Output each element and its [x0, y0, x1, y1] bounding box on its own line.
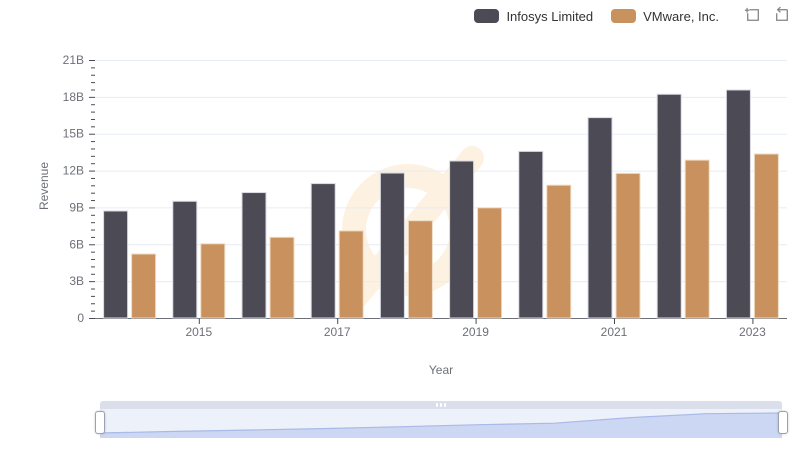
navigator-data-shadow [100, 412, 782, 438]
bar-vmware-2021[interactable] [615, 172, 641, 319]
y-tick-label: 18B [63, 90, 84, 104]
navigator-line [100, 412, 782, 434]
bar-infosys-2017[interactable] [310, 183, 336, 319]
navigator-grip-icon [436, 403, 446, 407]
bar-vmware-2018[interactable] [407, 220, 433, 319]
x-axis: 2015 2017 2019 2021 2023 [95, 318, 787, 339]
x-tick-label: 2019 [462, 325, 489, 339]
bar-infosys-2021[interactable] [587, 117, 613, 319]
toolbox [743, 6, 792, 26]
navigator-left-handle[interactable] [95, 411, 105, 434]
legend: Infosys Limited VMware, Inc. [0, 6, 792, 26]
bar-infosys-2020[interactable] [518, 150, 544, 319]
y-tick-label: 12B [63, 164, 84, 178]
x-tick-label: 2015 [185, 325, 212, 339]
y-tick-label: 21B [63, 53, 84, 67]
x-tick-label: 2023 [739, 325, 766, 339]
bar-vmware-2020[interactable] [546, 184, 572, 319]
y-tick-label: 3B [69, 274, 84, 288]
bar-infosys-2016[interactable] [241, 192, 267, 319]
legend-swatch-vmware [611, 9, 637, 23]
y-tick-label: 15B [63, 127, 84, 141]
x-tick-label: 2017 [324, 325, 351, 339]
data-zoom-icon-glyph [744, 7, 759, 21]
bar-infosys-2019[interactable] [449, 160, 475, 319]
x-axis-title: Year [428, 363, 454, 377]
bar-vmware-2019[interactable] [477, 207, 503, 319]
bar-vmware-2017[interactable] [338, 230, 364, 319]
y-axis: 0 3B 6B 9B 12B 15B 18B 21B [63, 53, 95, 325]
bar-infosys-2015[interactable] [172, 200, 198, 319]
navigator-track[interactable] [100, 409, 782, 438]
legend-swatch-infosys [474, 9, 500, 23]
bar-infosys-2022[interactable] [656, 93, 682, 319]
y-tick-label: 6B [69, 237, 84, 251]
bar-vmware-2022[interactable] [684, 159, 710, 319]
y-tick-label: 9B [69, 200, 84, 214]
legend-label-vmware: VMware, Inc. [643, 8, 719, 24]
navigator-move-handle[interactable] [100, 401, 782, 409]
restore-icon-glyph [776, 6, 788, 21]
gridlines [95, 60, 787, 283]
bar-vmware-2015[interactable] [200, 243, 226, 319]
bars [103, 89, 779, 319]
bar-vmware-2014[interactable] [131, 253, 157, 319]
data-zoom-navigator[interactable] [95, 401, 788, 438]
data-zoom-icon[interactable] [743, 6, 763, 26]
bar-infosys-2018[interactable] [379, 172, 405, 319]
bar-infosys-2014[interactable] [103, 210, 129, 319]
bar-infosys-2023[interactable] [725, 89, 751, 319]
legend-item-vmware[interactable]: VMware, Inc. [611, 9, 719, 24]
navigator-right-handle[interactable] [778, 411, 788, 434]
legend-label-infosys: Infosys Limited [506, 8, 594, 24]
bar-vmware-2023[interactable] [753, 153, 779, 319]
restore-icon[interactable] [772, 6, 792, 26]
legend-item-infosys[interactable]: Infosys Limited [474, 9, 593, 24]
x-tick-label: 2021 [601, 325, 628, 339]
bar-vmware-2016[interactable] [269, 236, 295, 319]
y-axis-title: Revenue [37, 162, 51, 211]
chart-canvas: 0 3B 6B 9B 12B 15B 18B 21B 2015 2017 2019 2021 2023 [63, 53, 787, 339]
y-tick-label: 0 [77, 311, 84, 325]
